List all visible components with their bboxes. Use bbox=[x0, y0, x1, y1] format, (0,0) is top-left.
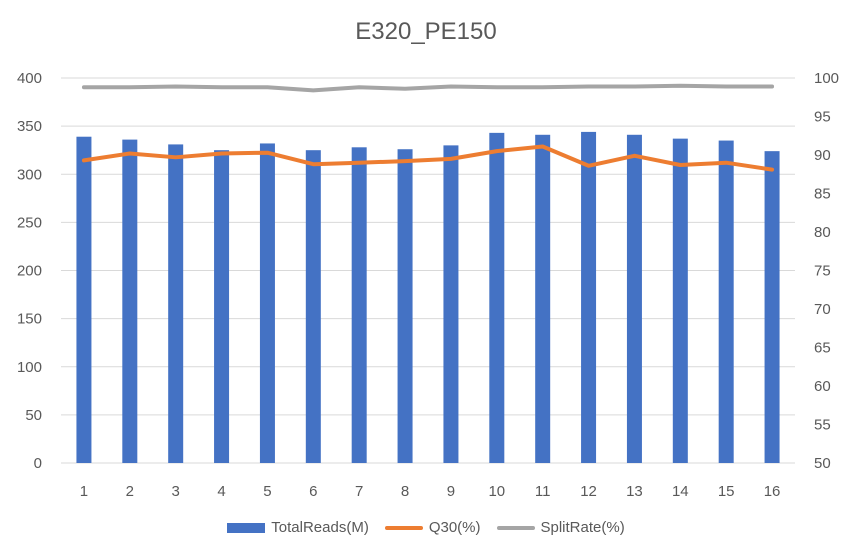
y-right-tick-label: 85 bbox=[814, 186, 831, 203]
x-tick-label: 1 bbox=[80, 483, 88, 500]
bar-totalreads bbox=[76, 136, 92, 463]
legend-item-splitrate: SplitRate(%) bbox=[496, 519, 625, 536]
y-left-tick-label: 400 bbox=[17, 70, 42, 87]
legend-swatch-totalreads bbox=[227, 522, 266, 533]
bar-totalreads bbox=[535, 134, 551, 463]
y-right-tick-label: 70 bbox=[814, 301, 831, 318]
bar-totalreads bbox=[443, 145, 459, 463]
legend-swatch-splitrate bbox=[496, 525, 535, 530]
legend-swatch-q30 bbox=[384, 525, 423, 530]
bar-totalreads bbox=[122, 139, 138, 463]
x-tick-label: 9 bbox=[447, 483, 455, 500]
chart-title: E320_PE150 bbox=[355, 18, 497, 45]
bar-totalreads bbox=[351, 147, 367, 464]
y-left-tick-label: 350 bbox=[17, 118, 42, 135]
legend-item-q30: Q30(%) bbox=[384, 519, 481, 536]
y-left-tick-label: 250 bbox=[17, 214, 42, 231]
bar-totalreads bbox=[489, 132, 505, 464]
legend-label-totalreads: TotalReads(M) bbox=[271, 519, 369, 536]
x-tick-label: 10 bbox=[488, 483, 505, 500]
y-right-tick-label: 75 bbox=[814, 263, 831, 280]
x-tick-label: 11 bbox=[535, 483, 551, 500]
bar-totalreads bbox=[672, 138, 688, 463]
bar-totalreads bbox=[626, 134, 642, 463]
y-right-tick-label: 95 bbox=[814, 109, 831, 126]
x-tick-label: 8 bbox=[401, 483, 409, 500]
bar-totalreads bbox=[305, 150, 321, 463]
x-tick-label: 6 bbox=[309, 483, 317, 500]
bar-totalreads bbox=[259, 143, 275, 463]
line-splitrate bbox=[81, 83, 775, 93]
bar-totalreads bbox=[764, 151, 780, 463]
x-tick-label: 4 bbox=[217, 483, 225, 500]
legend-label-q30: Q30(%) bbox=[428, 519, 481, 536]
x-tick-label: 14 bbox=[672, 483, 689, 500]
y-left-tick-label: 100 bbox=[17, 359, 42, 376]
bar-totalreads bbox=[397, 149, 413, 463]
legend-label-splitrate: SplitRate(%) bbox=[540, 519, 625, 536]
y-right-tick-label: 50 bbox=[814, 455, 831, 472]
y-left-tick-label: 0 bbox=[34, 455, 42, 472]
y-right-tick-label: 80 bbox=[814, 224, 831, 241]
x-tick-label: 2 bbox=[126, 483, 134, 500]
legend-item-totalreads: TotalReads(M) bbox=[227, 519, 369, 536]
y-left-tick-label: 50 bbox=[25, 407, 42, 424]
x-tick-label: 13 bbox=[626, 483, 643, 500]
bar-totalreads bbox=[214, 150, 230, 463]
y-right-tick-label: 65 bbox=[814, 340, 831, 357]
x-tick-label: 7 bbox=[355, 483, 363, 500]
bar-totalreads bbox=[168, 144, 184, 463]
bar-totalreads bbox=[718, 140, 734, 463]
y-left-tick-label: 150 bbox=[17, 311, 42, 328]
x-tick-label: 16 bbox=[764, 483, 781, 500]
x-tick-label: 5 bbox=[263, 483, 271, 500]
legend: TotalReads(M) Q30(%) SplitRate(%) bbox=[0, 519, 852, 536]
x-tick-label: 3 bbox=[172, 483, 180, 500]
y-left-tick-label: 300 bbox=[17, 166, 42, 183]
y-right-tick-label: 90 bbox=[814, 147, 831, 164]
x-tick-label: 12 bbox=[580, 483, 597, 500]
bar-totalreads bbox=[581, 131, 597, 463]
y-left-tick-label: 200 bbox=[17, 263, 42, 280]
y-right-tick-label: 100 bbox=[814, 70, 839, 87]
line-q30 bbox=[81, 144, 775, 172]
y-right-tick-label: 60 bbox=[814, 378, 831, 395]
y-right-tick-label: 55 bbox=[814, 417, 831, 434]
x-tick-label: 15 bbox=[718, 483, 735, 500]
